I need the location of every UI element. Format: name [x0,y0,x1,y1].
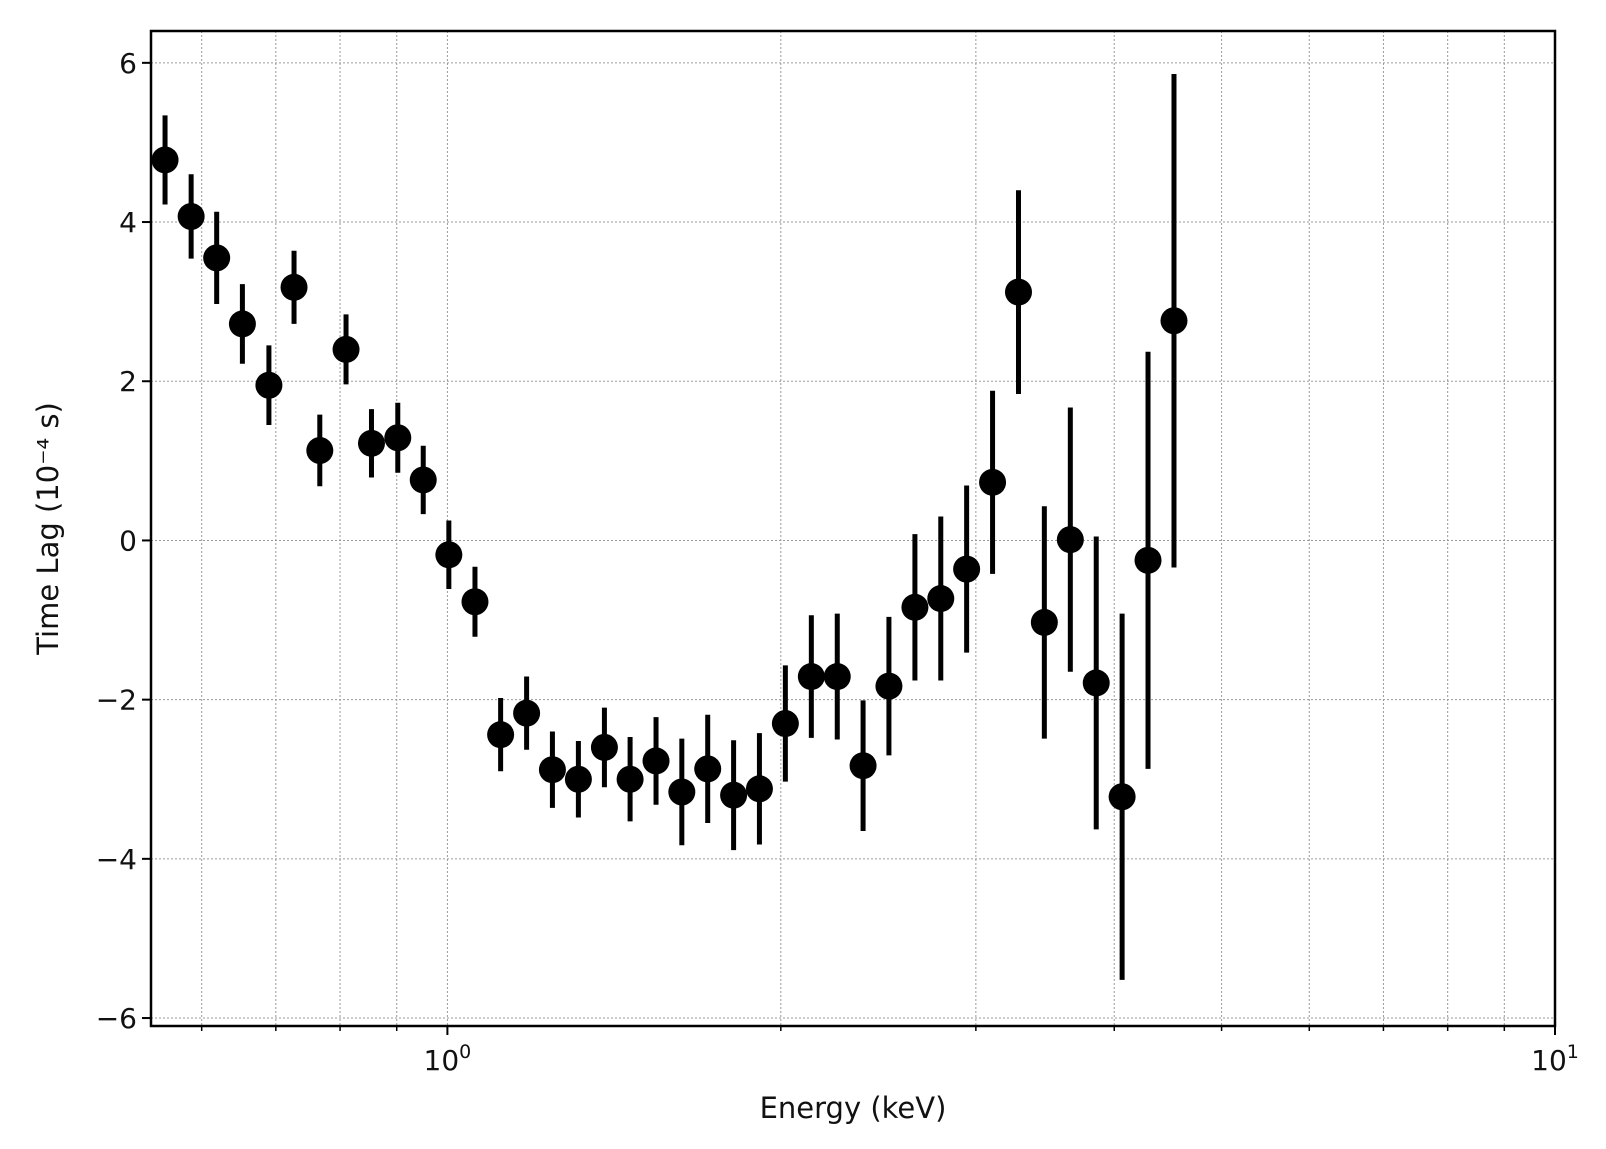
axis-ticks: 100 101 6 4 2 0 −2 −4 −6 [96,47,1579,1077]
data-point [849,752,877,780]
y-tick-label: 0 [119,524,137,557]
plot-frame [149,29,1557,1028]
data-point [694,755,722,783]
data-point [435,541,463,569]
x-tick-label: 100 [424,1041,472,1077]
data-point [901,593,929,621]
data-point [823,663,851,691]
data-point [1082,669,1110,697]
data-point [797,663,825,691]
data-point [538,756,566,784]
data-point [280,273,308,301]
data-point [745,775,773,803]
data-point [668,778,696,806]
data-point [461,588,489,616]
y-tick-label: 4 [119,206,137,239]
y-tick-label: 6 [119,47,137,80]
data-point [642,747,670,775]
x-axis-label: Energy (keV) [760,1091,947,1125]
data-point [953,555,981,583]
data-point [564,765,592,793]
y-axis-label: Time Lag (10⁻⁴ s) [31,402,65,656]
data-point [177,202,205,230]
y-tick-label: −4 [96,843,137,876]
data-point [228,310,256,338]
data-point [771,710,799,738]
data-point [875,672,903,700]
data-point [332,335,360,363]
data-point [590,733,618,761]
data-point [513,699,541,727]
y-tick-label: −6 [96,1002,137,1035]
data-point [306,436,334,464]
data-point [384,424,412,452]
data-point [616,765,644,793]
data-point [1030,608,1058,636]
data-point [1160,307,1188,335]
data-point [1004,278,1032,306]
y-tick-label: 2 [119,365,137,398]
x-tick-label: 101 [1531,1041,1579,1077]
data-point [979,468,1007,496]
grid [151,31,1556,1026]
data-point [409,466,437,494]
data-point [1108,783,1136,811]
data-point [487,721,515,749]
data-markers [151,146,1188,811]
data-point [255,371,283,399]
data-point [357,429,385,457]
data-point [1134,546,1162,574]
data-point [927,585,955,613]
data-point [151,146,179,174]
data-point [720,781,748,809]
y-tick-label: −2 [96,684,137,717]
data-point [203,244,231,272]
data-point [1056,526,1084,554]
